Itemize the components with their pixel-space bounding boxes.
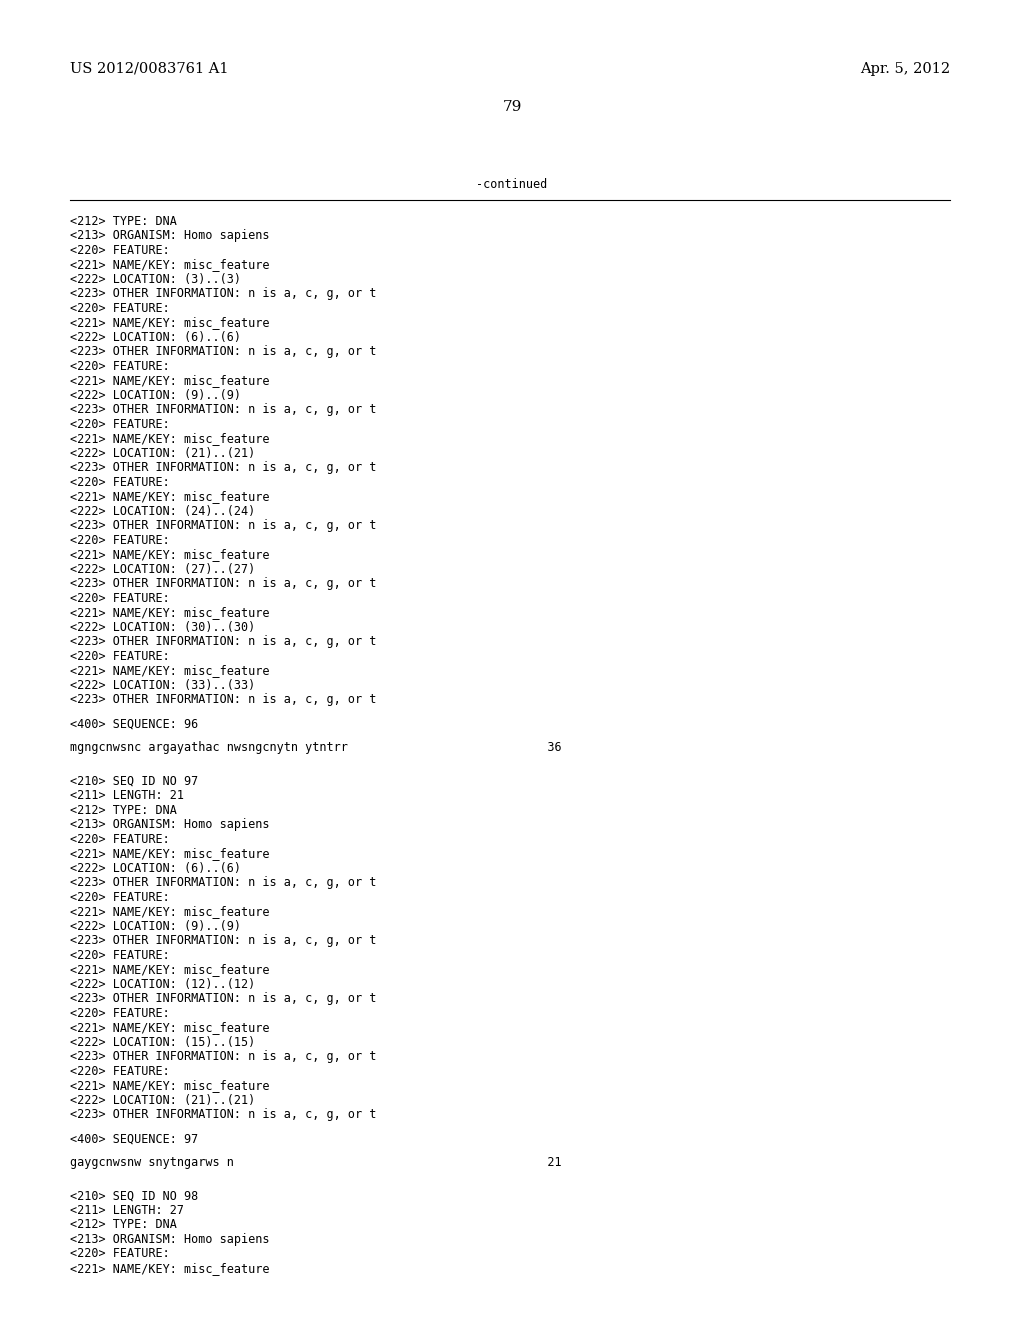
Text: <222> LOCATION: (6)..(6): <222> LOCATION: (6)..(6) <box>70 862 241 875</box>
Text: <223> OTHER INFORMATION: n is a, c, g, or t: <223> OTHER INFORMATION: n is a, c, g, o… <box>70 520 377 532</box>
Text: <222> LOCATION: (33)..(33): <222> LOCATION: (33)..(33) <box>70 678 255 692</box>
Text: <223> OTHER INFORMATION: n is a, c, g, or t: <223> OTHER INFORMATION: n is a, c, g, o… <box>70 404 377 417</box>
Text: <223> OTHER INFORMATION: n is a, c, g, or t: <223> OTHER INFORMATION: n is a, c, g, o… <box>70 993 377 1006</box>
Text: mgngcnwsnc argayathac nwsngcnytn ytntrr                            36: mgngcnwsnc argayathac nwsngcnytn ytntrr … <box>70 742 561 754</box>
Text: <220> FEATURE:: <220> FEATURE: <box>70 360 170 374</box>
Text: <222> LOCATION: (21)..(21): <222> LOCATION: (21)..(21) <box>70 447 255 459</box>
Text: <221> NAME/KEY: misc_feature: <221> NAME/KEY: misc_feature <box>70 964 269 977</box>
Text: <222> LOCATION: (30)..(30): <222> LOCATION: (30)..(30) <box>70 620 255 634</box>
Text: <223> OTHER INFORMATION: n is a, c, g, or t: <223> OTHER INFORMATION: n is a, c, g, o… <box>70 876 377 890</box>
Text: <222> LOCATION: (27)..(27): <222> LOCATION: (27)..(27) <box>70 564 255 576</box>
Text: <210> SEQ ID NO 97: <210> SEQ ID NO 97 <box>70 775 199 788</box>
Text: <223> OTHER INFORMATION: n is a, c, g, or t: <223> OTHER INFORMATION: n is a, c, g, o… <box>70 1109 377 1121</box>
Text: <223> OTHER INFORMATION: n is a, c, g, or t: <223> OTHER INFORMATION: n is a, c, g, o… <box>70 693 377 706</box>
Text: <223> OTHER INFORMATION: n is a, c, g, or t: <223> OTHER INFORMATION: n is a, c, g, o… <box>70 346 377 359</box>
Text: <220> FEATURE:: <220> FEATURE: <box>70 418 170 432</box>
Text: <220> FEATURE:: <220> FEATURE: <box>70 535 170 546</box>
Text: <221> NAME/KEY: misc_feature: <221> NAME/KEY: misc_feature <box>70 1262 269 1275</box>
Text: <220> FEATURE:: <220> FEATURE: <box>70 302 170 315</box>
Text: <210> SEQ ID NO 98: <210> SEQ ID NO 98 <box>70 1189 199 1203</box>
Text: <220> FEATURE:: <220> FEATURE: <box>70 891 170 904</box>
Text: <213> ORGANISM: Homo sapiens: <213> ORGANISM: Homo sapiens <box>70 818 269 832</box>
Text: <222> LOCATION: (24)..(24): <222> LOCATION: (24)..(24) <box>70 506 255 517</box>
Text: gaygcnwsnw snytngarws n                                            21: gaygcnwsnw snytngarws n 21 <box>70 1156 561 1170</box>
Text: <221> NAME/KEY: misc_feature: <221> NAME/KEY: misc_feature <box>70 906 269 919</box>
Text: <221> NAME/KEY: misc_feature: <221> NAME/KEY: misc_feature <box>70 491 269 503</box>
Text: <223> OTHER INFORMATION: n is a, c, g, or t: <223> OTHER INFORMATION: n is a, c, g, o… <box>70 635 377 648</box>
Text: <220> FEATURE:: <220> FEATURE: <box>70 477 170 488</box>
Text: <221> NAME/KEY: misc_feature: <221> NAME/KEY: misc_feature <box>70 375 269 388</box>
Text: <220> FEATURE:: <220> FEATURE: <box>70 1065 170 1077</box>
Text: <221> NAME/KEY: misc_feature: <221> NAME/KEY: misc_feature <box>70 664 269 677</box>
Text: <220> FEATURE:: <220> FEATURE: <box>70 833 170 846</box>
Text: <221> NAME/KEY: misc_feature: <221> NAME/KEY: misc_feature <box>70 317 269 330</box>
Text: <212> TYPE: DNA: <212> TYPE: DNA <box>70 215 177 228</box>
Text: <220> FEATURE:: <220> FEATURE: <box>70 244 170 257</box>
Text: <223> OTHER INFORMATION: n is a, c, g, or t: <223> OTHER INFORMATION: n is a, c, g, o… <box>70 1051 377 1063</box>
Text: <211> LENGTH: 21: <211> LENGTH: 21 <box>70 789 184 803</box>
Text: <220> FEATURE:: <220> FEATURE: <box>70 1007 170 1019</box>
Text: <221> NAME/KEY: misc_feature: <221> NAME/KEY: misc_feature <box>70 549 269 561</box>
Text: <213> ORGANISM: Homo sapiens: <213> ORGANISM: Homo sapiens <box>70 1233 269 1246</box>
Text: <220> FEATURE:: <220> FEATURE: <box>70 1247 170 1261</box>
Text: <212> TYPE: DNA: <212> TYPE: DNA <box>70 804 177 817</box>
Text: <223> OTHER INFORMATION: n is a, c, g, or t: <223> OTHER INFORMATION: n is a, c, g, o… <box>70 462 377 474</box>
Text: <221> NAME/KEY: misc_feature: <221> NAME/KEY: misc_feature <box>70 1080 269 1092</box>
Text: <221> NAME/KEY: misc_feature: <221> NAME/KEY: misc_feature <box>70 606 269 619</box>
Text: <221> NAME/KEY: misc_feature: <221> NAME/KEY: misc_feature <box>70 259 269 272</box>
Text: <223> OTHER INFORMATION: n is a, c, g, or t: <223> OTHER INFORMATION: n is a, c, g, o… <box>70 288 377 301</box>
Text: <222> LOCATION: (12)..(12): <222> LOCATION: (12)..(12) <box>70 978 255 991</box>
Text: Apr. 5, 2012: Apr. 5, 2012 <box>860 62 950 77</box>
Text: <222> LOCATION: (9)..(9): <222> LOCATION: (9)..(9) <box>70 920 241 933</box>
Text: <223> OTHER INFORMATION: n is a, c, g, or t: <223> OTHER INFORMATION: n is a, c, g, o… <box>70 578 377 590</box>
Text: US 2012/0083761 A1: US 2012/0083761 A1 <box>70 62 228 77</box>
Text: <223> OTHER INFORMATION: n is a, c, g, or t: <223> OTHER INFORMATION: n is a, c, g, o… <box>70 935 377 948</box>
Text: <220> FEATURE:: <220> FEATURE: <box>70 649 170 663</box>
Text: -continued: -continued <box>476 178 548 191</box>
Text: <220> FEATURE:: <220> FEATURE: <box>70 591 170 605</box>
Text: 79: 79 <box>503 100 521 114</box>
Text: <213> ORGANISM: Homo sapiens: <213> ORGANISM: Homo sapiens <box>70 230 269 243</box>
Text: <222> LOCATION: (9)..(9): <222> LOCATION: (9)..(9) <box>70 389 241 403</box>
Text: <222> LOCATION: (21)..(21): <222> LOCATION: (21)..(21) <box>70 1094 255 1106</box>
Text: <211> LENGTH: 27: <211> LENGTH: 27 <box>70 1204 184 1217</box>
Text: <221> NAME/KEY: misc_feature: <221> NAME/KEY: misc_feature <box>70 433 269 446</box>
Text: <400> SEQUENCE: 97: <400> SEQUENCE: 97 <box>70 1133 199 1146</box>
Text: <222> LOCATION: (6)..(6): <222> LOCATION: (6)..(6) <box>70 331 241 345</box>
Text: <222> LOCATION: (15)..(15): <222> LOCATION: (15)..(15) <box>70 1036 255 1048</box>
Text: <212> TYPE: DNA: <212> TYPE: DNA <box>70 1218 177 1232</box>
Text: <220> FEATURE:: <220> FEATURE: <box>70 949 170 962</box>
Text: <222> LOCATION: (3)..(3): <222> LOCATION: (3)..(3) <box>70 273 241 286</box>
Text: <400> SEQUENCE: 96: <400> SEQUENCE: 96 <box>70 718 199 730</box>
Text: <221> NAME/KEY: misc_feature: <221> NAME/KEY: misc_feature <box>70 847 269 861</box>
Text: <221> NAME/KEY: misc_feature: <221> NAME/KEY: misc_feature <box>70 1022 269 1034</box>
